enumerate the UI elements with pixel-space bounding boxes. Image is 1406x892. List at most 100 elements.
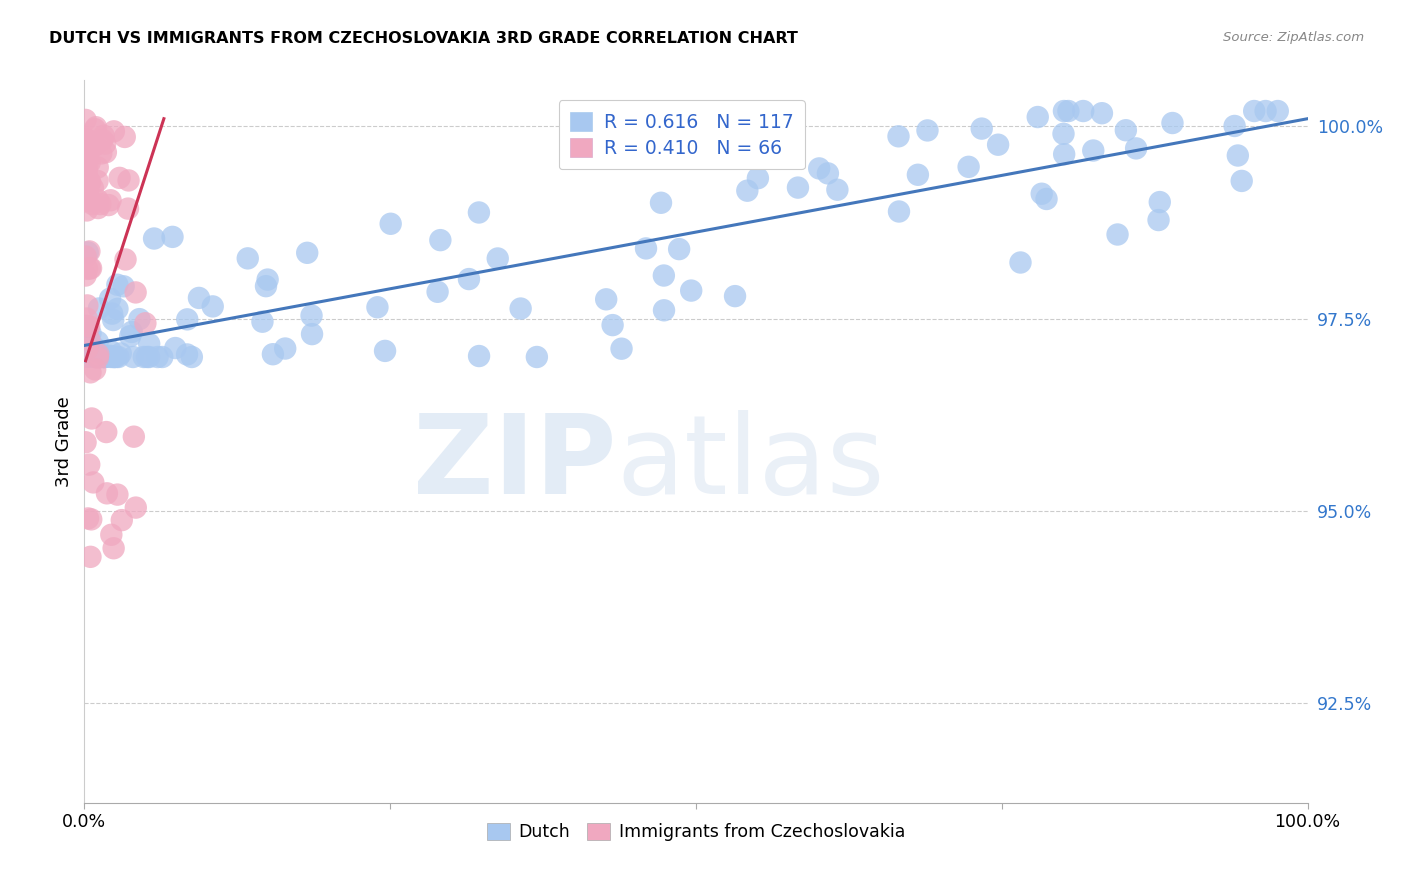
Point [681,284,703,298]
Point [76,342,98,356]
Point [87,347,110,361]
Point [105,350,128,364]
Point [138,337,160,351]
Point [103,124,125,138]
Point [83,350,105,364]
Point [610,342,633,356]
Point [84,350,107,364]
Legend: Dutch, Immigrants from Czechoslovakia: Dutch, Immigrants from Czechoslovakia [479,816,912,848]
Point [103,541,125,556]
Point [747,171,769,186]
Point [917,123,939,137]
Point [93,128,115,143]
Point [987,137,1010,152]
Point [89,350,111,364]
Point [122,430,145,444]
Point [366,300,388,314]
Point [75,157,97,171]
Point [96,425,118,439]
Point [89,197,111,211]
Point [146,350,169,364]
Point [75,152,97,166]
Point [79,175,101,189]
Point [97,198,120,212]
Point [134,316,156,330]
Point [887,204,910,219]
Point [1161,116,1184,130]
Point [301,309,323,323]
Point [75,318,97,333]
Point [76,311,98,326]
Point [77,511,100,525]
Point [77,319,100,334]
Point [117,202,139,216]
Point [76,164,98,178]
Point [136,350,159,364]
Point [100,194,122,208]
Point [907,168,929,182]
Point [509,301,531,316]
Point [458,272,481,286]
Point [79,155,101,169]
Point [87,351,110,365]
Point [1091,106,1114,120]
Point [75,435,97,450]
Point [107,301,129,316]
Point [105,277,128,292]
Point [100,344,122,359]
Point [82,197,104,211]
Point [1083,144,1105,158]
Point [93,350,115,364]
Point [80,512,103,526]
Point [114,252,136,267]
Point [887,129,910,144]
Point [274,342,297,356]
Point [297,245,319,260]
Point [75,136,97,151]
Point [93,350,115,364]
Point [77,191,100,205]
Point [1053,103,1076,118]
Point [108,170,131,185]
Point [83,341,105,355]
Point [96,486,118,500]
Point [87,193,110,207]
Point [107,350,129,364]
Point [87,201,110,215]
Point [1223,119,1246,133]
Point [1149,195,1171,210]
Point [84,122,107,136]
Point [150,350,173,364]
Point [76,194,98,208]
Point [76,245,98,260]
Point [970,121,993,136]
Point [468,349,491,363]
Point [429,233,451,247]
Point [236,252,259,266]
Point [188,291,211,305]
Point [468,205,491,219]
Point [1115,123,1137,137]
Point [80,261,103,276]
Point [664,128,686,143]
Point [957,160,980,174]
Point [77,458,100,472]
Point [101,307,124,321]
Point [94,136,117,151]
Point [724,289,747,303]
Point [1230,174,1253,188]
Point [79,365,101,379]
Point [84,138,107,153]
Point [76,203,98,218]
Point [98,350,121,364]
Point [112,279,135,293]
Point [87,161,110,175]
Text: Source: ZipAtlas.com: Source: ZipAtlas.com [1223,31,1364,45]
Point [1057,103,1080,118]
Point [132,350,155,364]
Point [1035,192,1057,206]
Point [90,146,112,161]
Point [94,145,117,160]
Point [100,528,122,542]
Point [176,312,198,326]
